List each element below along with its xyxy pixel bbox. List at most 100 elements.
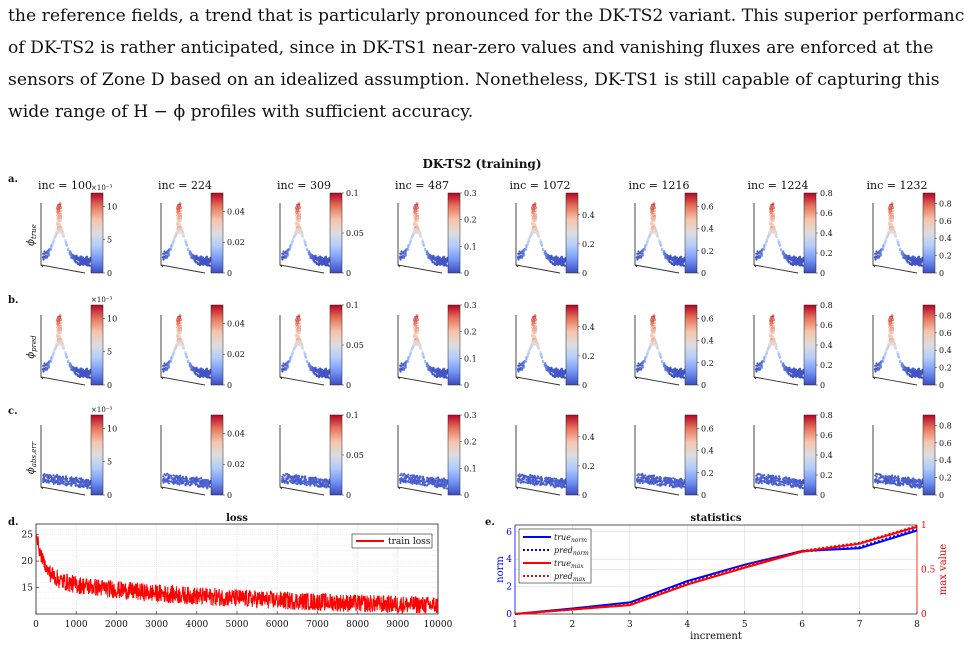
scatter-point: [442, 480, 445, 483]
scatter-point: [412, 480, 415, 483]
scatter-point: [47, 249, 50, 252]
scatter-point: [42, 364, 45, 367]
scatter-point: [286, 472, 289, 476]
scatter-point: [297, 230, 300, 233]
scatter-point: [409, 352, 412, 355]
scatter-point: [59, 478, 62, 481]
scatter-point: [291, 476, 294, 479]
scatter-point: [56, 326, 60, 329]
scatter-point: [79, 262, 82, 265]
scatter-point: [678, 262, 681, 265]
scatter-point: [65, 244, 69, 247]
scatter-point: [296, 477, 299, 480]
scatter-point: [639, 368, 643, 371]
scatter-point: [539, 478, 542, 481]
scatter-point: [291, 350, 295, 353]
scatter-point: [47, 254, 50, 257]
scatter-point: [59, 216, 62, 220]
scatter-point: [58, 314, 62, 318]
scatter-point: [75, 476, 78, 479]
scatter-point: [192, 257, 195, 260]
scatter-point: [162, 370, 165, 373]
scatter-point: [544, 477, 547, 480]
scatter-point: [162, 367, 165, 371]
scatter-point: [323, 483, 326, 486]
colorbar-tick-label: 0: [227, 269, 232, 278]
scatter-point: [162, 478, 165, 481]
scatter-point: [63, 235, 66, 238]
scatter-point: [680, 260, 684, 263]
scatter-point: [183, 480, 186, 483]
axis-3d: [40, 203, 86, 274]
scatter-point: [433, 258, 437, 261]
scatter-point: [554, 260, 558, 263]
scatter-point: [530, 346, 533, 349]
scatter-point: [441, 262, 444, 265]
column-increment-label: inc = 224: [158, 179, 212, 192]
scatter-point: [424, 481, 427, 484]
scatter-point: [66, 483, 69, 486]
scatter-point: [291, 238, 295, 241]
scatter-point: [438, 259, 441, 262]
scatter-point: [422, 244, 426, 247]
scatter-point: [56, 315, 60, 319]
scatter-point: [525, 478, 528, 481]
scatter-point: [299, 482, 302, 485]
colorbar-tick-label: 0.1: [464, 242, 477, 251]
scatter-point: [438, 371, 441, 374]
scatter-point: [303, 350, 306, 353]
scatter-point: [533, 202, 537, 206]
scatter-point: [58, 475, 61, 478]
scatter-point: [199, 258, 202, 261]
scatter-point: [522, 474, 525, 477]
scatter-point: [297, 209, 301, 213]
colorbar: [447, 414, 461, 496]
scatter-point: [286, 482, 289, 485]
scatter-point: [199, 483, 203, 487]
scatter-point: [66, 360, 69, 363]
scatter-point: [165, 480, 169, 483]
scatter-point: [70, 479, 73, 482]
axis-3d: [160, 315, 206, 386]
scatter-subplot: 0.60.40.20: [634, 192, 714, 278]
colorbar-tick-label: 0.4: [582, 433, 595, 442]
scatter-point: [206, 372, 210, 375]
scatter-point: [176, 203, 180, 207]
scatter-point: [189, 363, 192, 366]
scatter-point: [66, 248, 69, 251]
scatter-point: [196, 484, 199, 488]
scatter-point: [551, 480, 555, 483]
scatter-point: [79, 258, 82, 261]
colorbar-tick-label: 0.1: [346, 189, 359, 198]
scatter-point: [312, 254, 315, 258]
scatter-point: [442, 256, 445, 259]
colorbar: [447, 192, 461, 274]
scatter-point: [655, 232, 658, 235]
scatter-point: [205, 264, 209, 267]
scatter-point: [185, 356, 189, 359]
scatter-point: [300, 475, 304, 478]
scatter-point: [52, 352, 55, 355]
scatter-point: [183, 235, 186, 238]
scatter-point: [559, 482, 562, 485]
scatter-point: [64, 352, 67, 355]
scatter-point: [517, 364, 520, 367]
scatter-point: [43, 473, 46, 476]
scatter-subplot: 0.40.20: [515, 304, 595, 390]
scatter-point: [399, 370, 402, 373]
scatter-point: [184, 350, 187, 353]
colorbar-tick-label: 0: [582, 491, 587, 500]
scatter-point: [42, 252, 45, 255]
scatter-point: [44, 474, 47, 477]
scatter-point: [545, 365, 548, 368]
scatter-point: [50, 246, 53, 249]
scatter-point: [75, 255, 78, 259]
scatter-point: [561, 372, 565, 375]
scatter-point: [551, 258, 555, 261]
scatter-point: [324, 264, 328, 267]
scatter-point: [539, 240, 542, 243]
scatter-point: [162, 255, 165, 259]
scatter-point: [184, 238, 187, 241]
scatter-point: [79, 260, 83, 263]
